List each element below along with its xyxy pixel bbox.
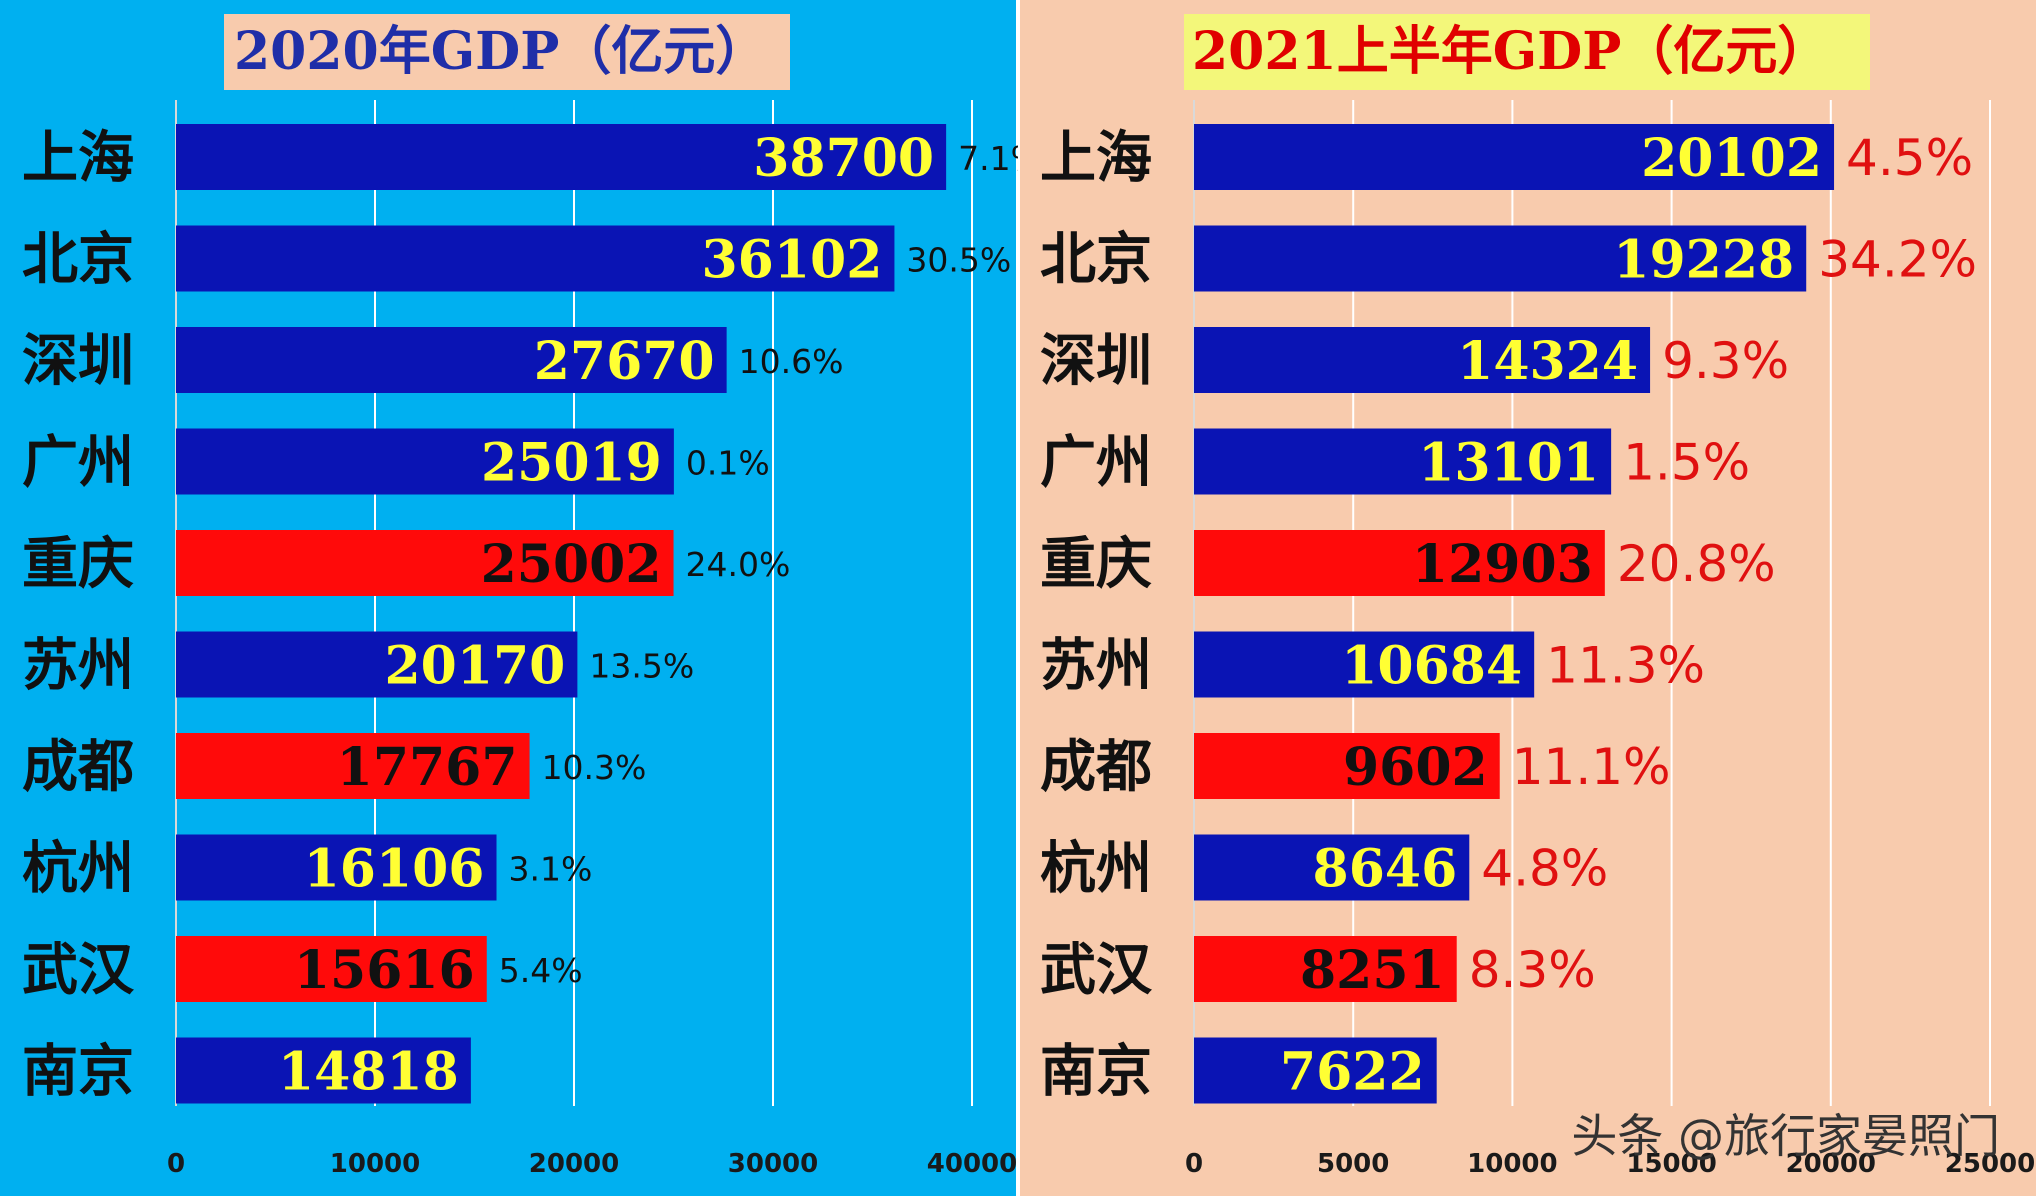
category-label: 成都 [22, 735, 134, 800]
category-label: 南京 [22, 1040, 134, 1105]
bar-value-label: 14324 [1457, 331, 1638, 392]
growth-rate-label: 34.2% [1818, 231, 1977, 289]
growth-rate-label: 11.1% [1512, 738, 1671, 796]
growth-rate-label: 30.5% [906, 241, 1011, 280]
bar [176, 1037, 471, 1104]
bar [1194, 834, 1470, 901]
bar [1194, 225, 1807, 292]
bar [176, 631, 578, 698]
bar-value-label: 25019 [481, 433, 662, 494]
bar-value-label: 20102 [1641, 128, 1822, 189]
category-label: 成都 [1040, 735, 1152, 800]
bar-value-label: 16106 [304, 839, 485, 900]
bar-value-label: 8646 [1313, 839, 1458, 900]
category-label: 深圳 [1040, 329, 1152, 394]
bar [176, 733, 530, 799]
chart-2020-gdp: 0 10000 20000 30000 40000 上海 38700 7.1% 北京 36102 3… [22, 100, 1018, 1179]
category-label: 苏州 [1040, 634, 1152, 699]
x-tick-label: 5000 [1317, 1149, 1389, 1179]
chart-title-2021h1: 2021上半年GDP（亿元） [1184, 14, 1870, 90]
growth-rate-label: 10.6% [739, 342, 844, 381]
growth-rate-label: 9.3% [1662, 332, 1789, 390]
category-label: 重庆 [1040, 532, 1152, 597]
growth-rate-label: 5.4% [499, 951, 583, 990]
x-tick-label: 20000 [1786, 1149, 1876, 1179]
growth-rate-label: 8.3% [1469, 941, 1596, 999]
x-tick-label: 10000 [330, 1149, 420, 1179]
category-label: 杭州 [22, 837, 134, 902]
category-label: 广州 [1040, 431, 1152, 496]
bar [1194, 631, 1535, 698]
bar-value-label: 13101 [1418, 433, 1599, 494]
bar [1194, 428, 1612, 495]
growth-rate-label: 7.1% [958, 139, 1018, 178]
bar-value-label: 9602 [1343, 737, 1488, 798]
x-tick-label: 15000 [1626, 1149, 1716, 1179]
x-tick-label: 25000 [1945, 1149, 2035, 1179]
bar [1194, 124, 1835, 190]
bar [176, 124, 947, 190]
category-label: 上海 [22, 126, 134, 191]
bar-value-label: 27670 [534, 331, 715, 392]
growth-rate-label: 4.5% [1846, 129, 1973, 187]
growth-rate-label: 13.5% [589, 647, 694, 686]
bar-value-label: 17767 [337, 737, 518, 798]
bar-value-label: 36102 [702, 230, 883, 291]
bar [176, 225, 895, 292]
growth-rate-label: 1.5% [1623, 434, 1750, 492]
bar [1194, 1037, 1437, 1104]
growth-rate-label: 3.1% [509, 850, 593, 889]
watermark-text: 头条 @旅行家晏照门 [1571, 1109, 2000, 1163]
bar-value-label: 8251 [1300, 940, 1445, 1001]
bar-value-label: 38700 [753, 128, 934, 189]
left-panel [0, 0, 1018, 1196]
bar-value-label: 20170 [384, 636, 565, 697]
chart-title-2020: 2020年GDP（亿元） [224, 14, 790, 90]
bar [176, 428, 674, 495]
x-tick-label: 10000 [1467, 1149, 1557, 1179]
bar-value-label: 12903 [1412, 534, 1593, 595]
bar [1194, 327, 1651, 393]
bar-value-label: 14818 [278, 1042, 459, 1103]
bar-value-label: 19228 [1613, 230, 1794, 291]
category-label: 北京 [1040, 228, 1152, 293]
growth-rate-label: 20.8% [1617, 535, 1776, 593]
x-tick-label: 0 [167, 1149, 185, 1179]
right-panel [1018, 0, 2036, 1196]
growth-rate-label: 0.1% [686, 444, 770, 483]
growth-rate-label: 10.3% [542, 748, 647, 787]
category-label: 苏州 [22, 634, 134, 699]
category-label: 深圳 [22, 329, 134, 394]
panel-divider [1016, 0, 1020, 1196]
growth-rate-label: 24.0% [686, 545, 791, 584]
bar [1194, 733, 1500, 799]
bar [176, 327, 727, 393]
category-label: 北京 [22, 228, 134, 293]
bar-value-label: 25002 [481, 534, 662, 595]
bar-value-label: 7622 [1280, 1042, 1425, 1103]
category-label: 南京 [1040, 1040, 1152, 1105]
bar [1194, 936, 1457, 1002]
bar [176, 936, 487, 1002]
bar-value-label: 15616 [294, 940, 475, 1001]
category-label: 重庆 [22, 532, 134, 597]
category-label: 武汉 [1040, 938, 1153, 1003]
x-tick-label: 40000 [927, 1149, 1017, 1179]
x-tick-label: 30000 [728, 1149, 818, 1179]
bar [176, 834, 497, 901]
category-label: 上海 [1040, 126, 1152, 191]
bar [1194, 530, 1605, 596]
category-label: 武汉 [22, 938, 135, 1003]
growth-rate-label: 4.8% [1481, 840, 1608, 898]
x-tick-label: 0 [1185, 1149, 1203, 1179]
x-tick-label: 20000 [529, 1149, 619, 1179]
category-label: 广州 [22, 431, 134, 496]
bar-value-label: 10684 [1341, 636, 1522, 697]
bar [176, 530, 674, 596]
growth-rate-label: 11.3% [1546, 637, 1705, 695]
category-label: 杭州 [1040, 837, 1152, 902]
